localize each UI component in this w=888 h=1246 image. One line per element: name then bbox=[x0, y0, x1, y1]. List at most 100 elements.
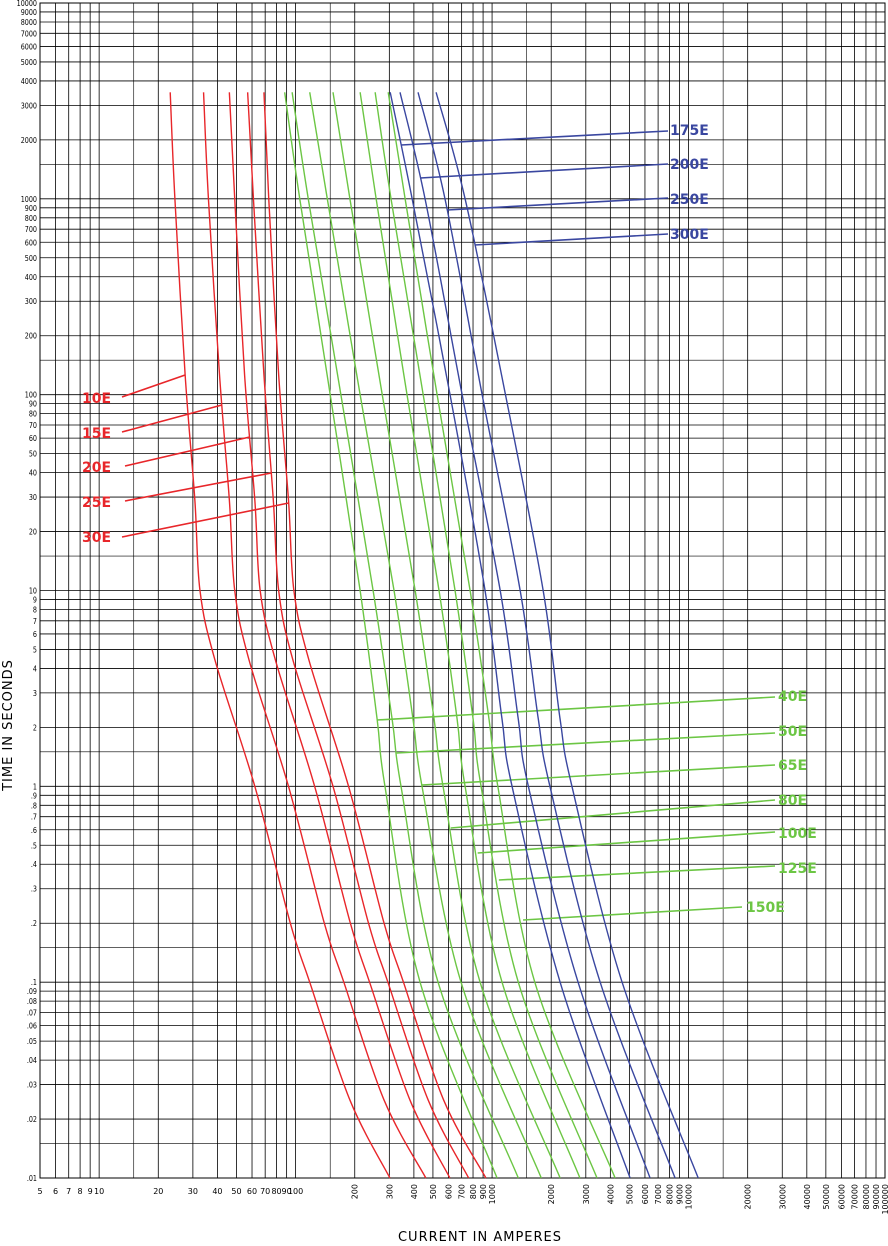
series-label: 150E bbox=[746, 900, 785, 916]
leader-line bbox=[447, 197, 669, 211]
y-tick-label: .08 bbox=[27, 996, 38, 1006]
x-tick-label: 800 bbox=[469, 1184, 478, 1199]
series-label: 10E bbox=[82, 391, 111, 407]
x-tick-label: 700 bbox=[458, 1184, 467, 1199]
y-tick-label: .07 bbox=[27, 1008, 37, 1018]
y-tick-label: 200 bbox=[25, 331, 38, 341]
y-tick-label: 10 bbox=[29, 586, 37, 596]
curve bbox=[359, 92, 581, 1179]
y-tick-label: 8000 bbox=[21, 17, 38, 27]
series-label: 200E bbox=[670, 157, 709, 173]
y-tick-label: 90 bbox=[29, 399, 37, 409]
x-tick-label: 90000 bbox=[872, 1184, 881, 1209]
x-tick-label: 2000 bbox=[547, 1184, 556, 1204]
leader-line bbox=[121, 374, 186, 398]
series-label: 30E bbox=[82, 530, 111, 546]
y-tick-label: 100 bbox=[25, 390, 38, 400]
series-label: 175E bbox=[670, 123, 709, 139]
grid bbox=[39, 2, 886, 1179]
y-tick-label: 7000 bbox=[21, 29, 38, 39]
y-tick-label: 70 bbox=[29, 420, 37, 430]
x-tick-label: 10000 bbox=[685, 1184, 694, 1209]
leader-line bbox=[124, 436, 250, 467]
x-tick-label: 200 bbox=[351, 1184, 360, 1199]
y-tick-label: 700 bbox=[25, 224, 38, 234]
series-label: 40E bbox=[778, 689, 807, 705]
x-tick-label: 60 bbox=[247, 1187, 257, 1196]
y-tick-label: 300 bbox=[25, 297, 38, 307]
leader-line bbox=[474, 233, 669, 246]
y-tick-label: .05 bbox=[27, 1036, 37, 1046]
curve bbox=[389, 92, 631, 1179]
curve bbox=[291, 92, 519, 1179]
y-tick-label: 800 bbox=[25, 213, 38, 223]
y-tick-label: .1 bbox=[31, 977, 37, 987]
y-tick-label: 5000 bbox=[21, 57, 38, 67]
x-tick-label: 300 bbox=[385, 1184, 394, 1199]
curve bbox=[387, 92, 616, 1179]
x-tick-label: 30 bbox=[188, 1187, 198, 1196]
x-tick-label: 9000 bbox=[676, 1184, 685, 1204]
x-tick-label: 70 bbox=[260, 1187, 270, 1196]
x-tick-label: 7000 bbox=[654, 1184, 663, 1204]
y-tick-label: .3 bbox=[31, 884, 37, 894]
x-tick-label: 10 bbox=[94, 1187, 104, 1196]
x-tick-label: 80000 bbox=[862, 1184, 871, 1209]
y-tick-label: 50 bbox=[29, 449, 37, 459]
x-tick-label: 8 bbox=[78, 1187, 83, 1196]
x-tick-label: 8000 bbox=[665, 1184, 674, 1204]
y-tick-label: 2000 bbox=[21, 135, 38, 145]
y-tick-label: 1000 bbox=[21, 194, 38, 204]
y-tick-label: 4 bbox=[33, 664, 37, 674]
curve bbox=[417, 92, 676, 1179]
x-tick-label: 50 bbox=[231, 1187, 241, 1196]
y-tick-label: 20 bbox=[29, 527, 37, 537]
y-tick-label: 3000 bbox=[21, 101, 38, 111]
x-tick-label: 50000 bbox=[822, 1184, 831, 1209]
x-tick-label: 100000 bbox=[881, 1184, 888, 1215]
y-tick-label: .8 bbox=[31, 801, 37, 811]
x-tick-label: 60000 bbox=[837, 1184, 846, 1209]
y-tick-label: .03 bbox=[27, 1080, 38, 1090]
leader-line bbox=[124, 472, 272, 502]
plot-frame bbox=[39, 2, 886, 1179]
y-tick-label: .2 bbox=[31, 918, 37, 928]
leader-line bbox=[523, 906, 743, 921]
x-tick-label: 7 bbox=[66, 1187, 71, 1196]
y-tick-label: .06 bbox=[27, 1021, 38, 1031]
y-tick-label: 9 bbox=[33, 595, 37, 605]
y-tick-label: 9000 bbox=[21, 7, 38, 17]
y-tick-label: 4000 bbox=[21, 76, 38, 86]
x-tick-label: 900 bbox=[479, 1184, 488, 1199]
curve bbox=[284, 92, 498, 1179]
y-tick-label: 8 bbox=[33, 605, 37, 615]
curve bbox=[169, 92, 391, 1179]
y-tick-label: 1 bbox=[33, 782, 37, 792]
x-tick-label: 40 bbox=[212, 1187, 222, 1196]
x-axis-title: CURRENT IN AMPERES bbox=[398, 1230, 562, 1245]
curve bbox=[374, 92, 598, 1179]
x-tick-label: 90 bbox=[282, 1187, 292, 1196]
curve bbox=[263, 92, 487, 1179]
y-tick-label: 400 bbox=[25, 272, 38, 282]
y-tick-label: 500 bbox=[25, 253, 38, 263]
y-tick-label: 900 bbox=[25, 203, 38, 213]
x-tick-label: 9 bbox=[88, 1187, 93, 1196]
y-tick-label: .7 bbox=[31, 812, 37, 822]
x-tick-label: 40000 bbox=[803, 1184, 812, 1209]
y-tick-label: 6 bbox=[33, 629, 37, 639]
y-axis-title: TIME IN SECONDS bbox=[1, 659, 16, 792]
leader-line bbox=[498, 865, 776, 881]
y-tick-label: .02 bbox=[27, 1114, 37, 1124]
x-tick-label: 70000 bbox=[851, 1184, 860, 1209]
y-tick-label: 3 bbox=[33, 688, 37, 698]
y-tick-label: .5 bbox=[31, 841, 37, 851]
y-tick-label: 60 bbox=[29, 433, 37, 443]
series-label: 80E bbox=[778, 793, 807, 809]
y-tick-label: 40 bbox=[29, 468, 37, 478]
x-tick-label: 3000 bbox=[582, 1184, 591, 1204]
leader-line bbox=[477, 831, 776, 854]
leader-line bbox=[121, 502, 289, 538]
curve bbox=[435, 92, 699, 1179]
